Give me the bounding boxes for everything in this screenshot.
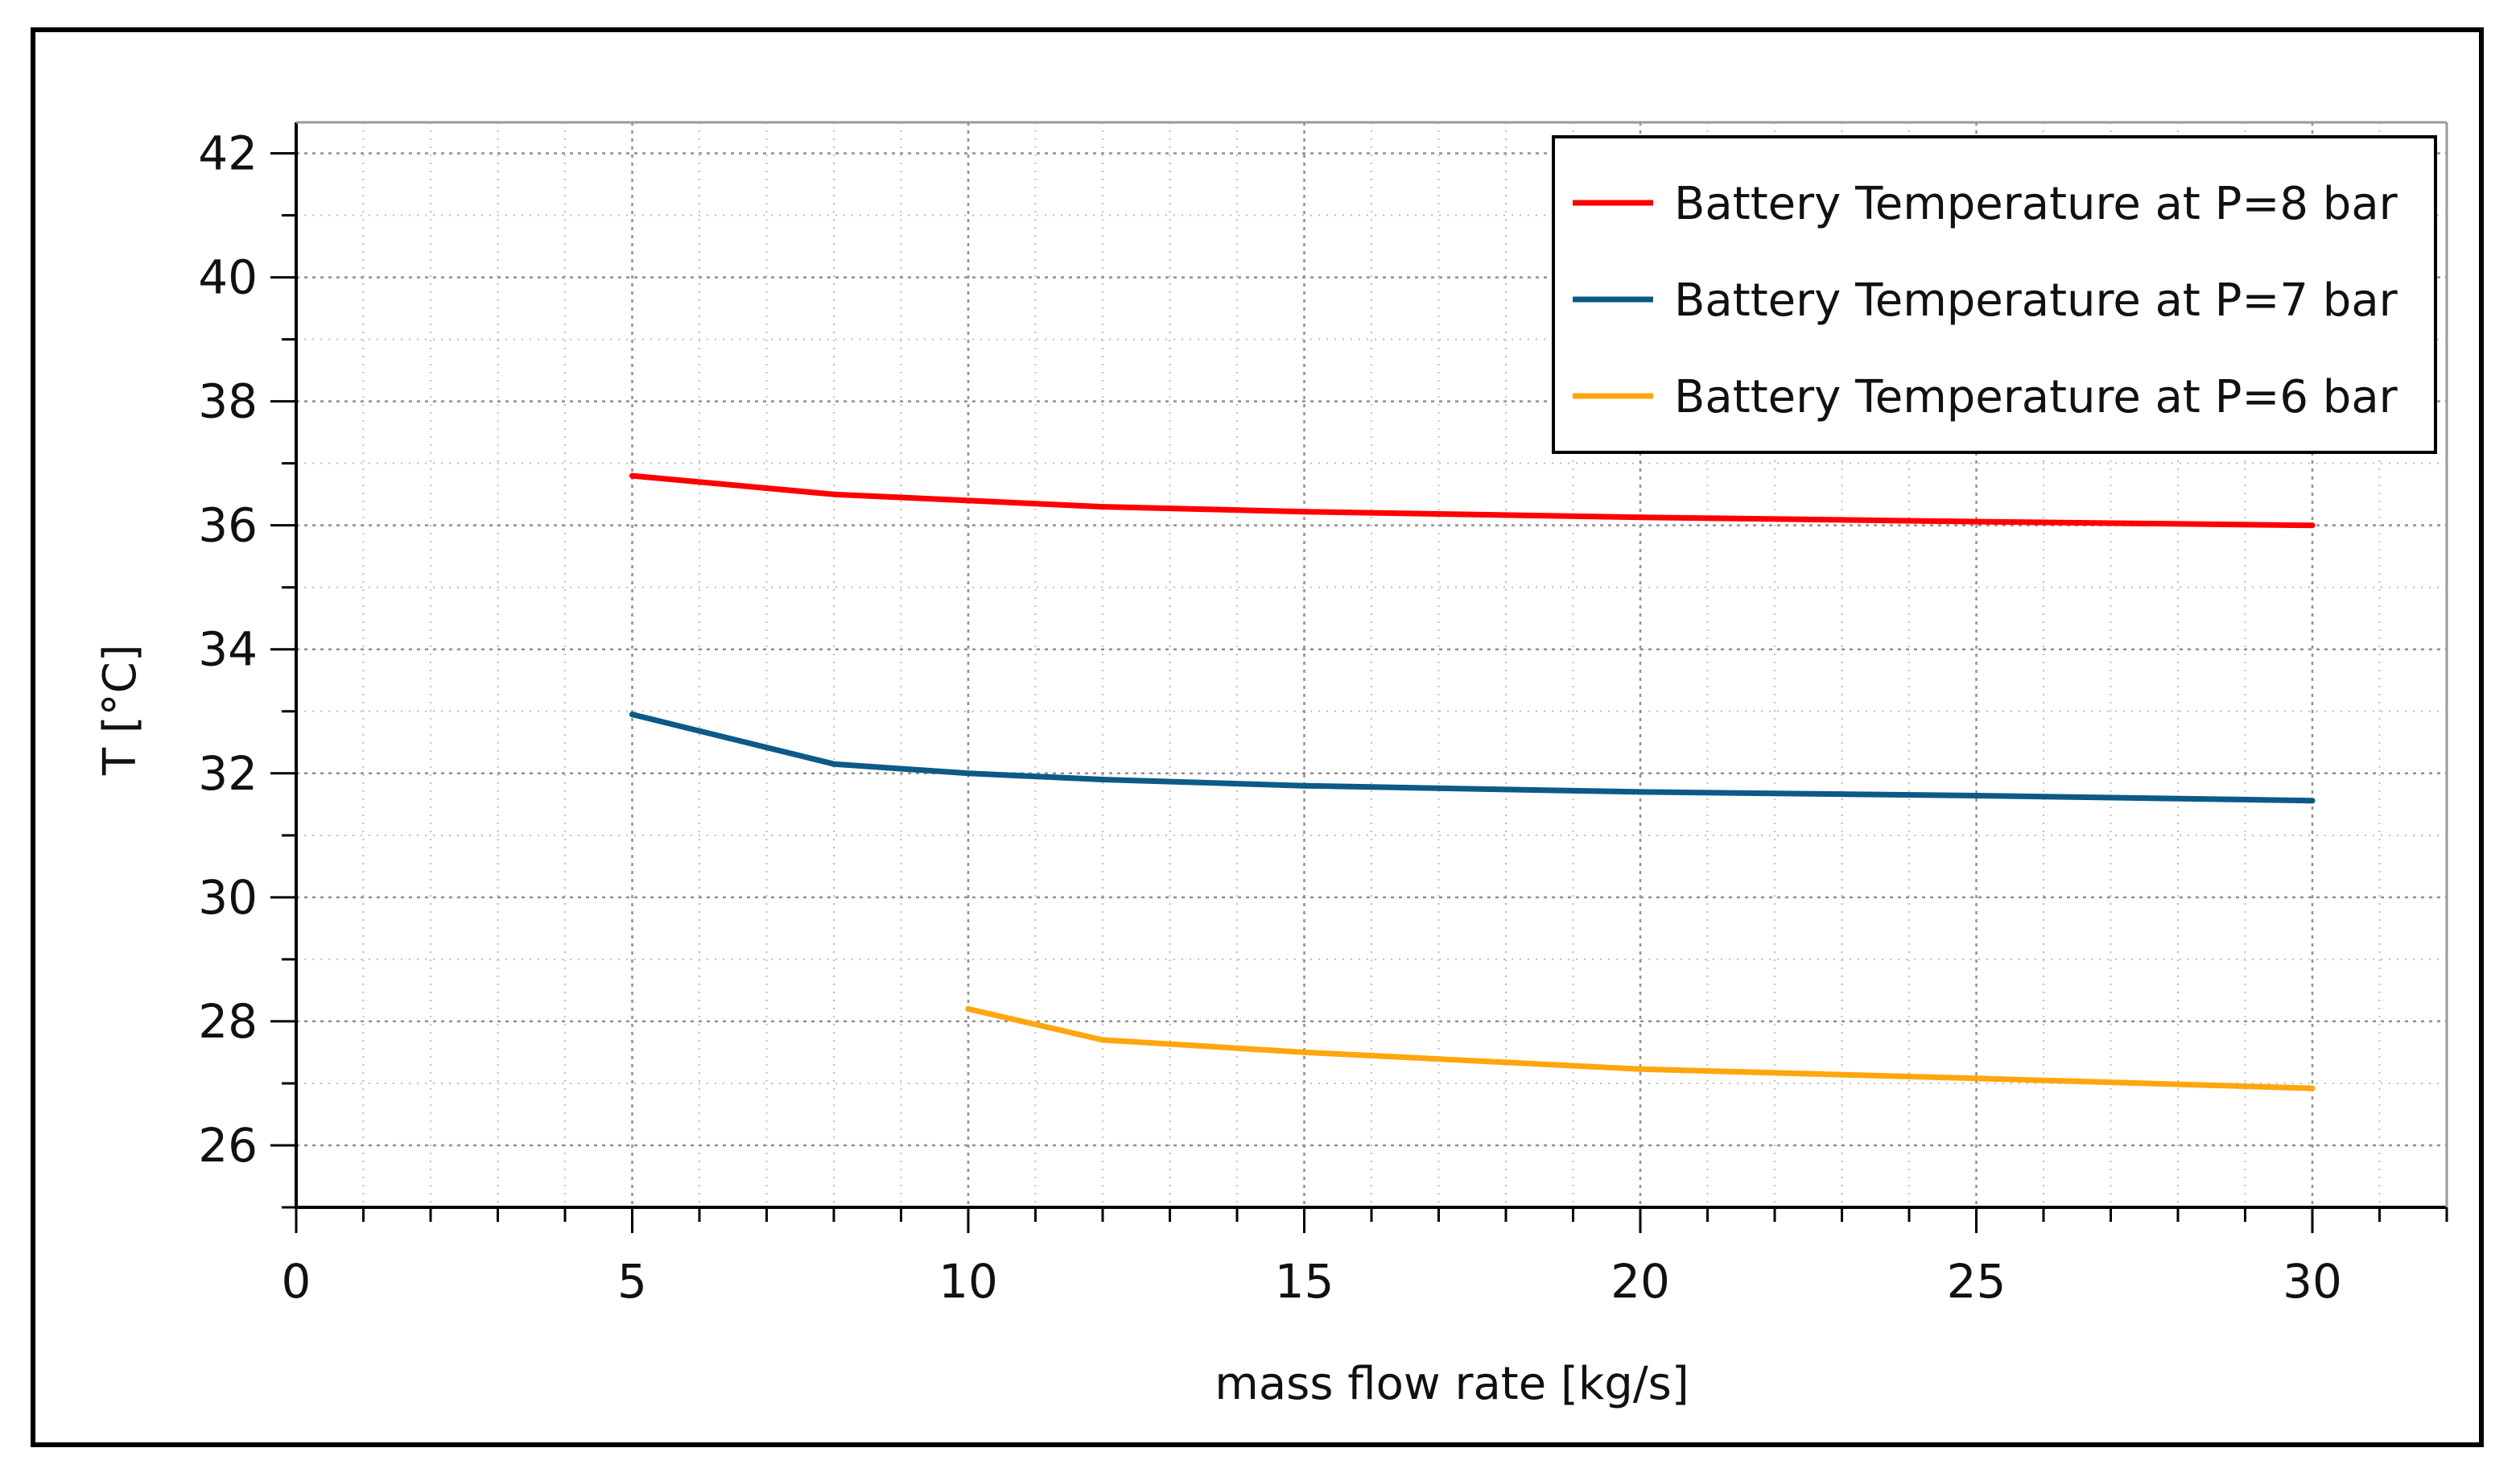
x-tick-label: 0 [282,1254,311,1309]
data-point-series-1 [1099,504,1106,510]
data-point-series-3 [1974,1075,1979,1082]
data-point-series-2 [629,712,635,718]
x-tick-label: 15 [1275,1254,1334,1309]
y-tick-label: 26 [198,1118,258,1173]
data-point-series-1 [1301,509,1307,515]
data-point-series-3 [965,1006,971,1013]
x-axis-title: mass flow rate [kg/s] [1215,1358,1689,1410]
x-tick-label: 30 [2283,1254,2342,1309]
legend-box [1552,135,2437,454]
x-tick-label: 25 [1947,1254,2007,1309]
y-tick-label: 36 [198,498,258,553]
y-tick-label: 28 [198,994,258,1049]
data-point-series-1 [1974,518,1979,525]
data-point-series-2 [1099,777,1106,783]
ticks: 0 5 10 15 20 25 30 26 28 30 32 34 36 38 40 42 [198,126,2448,1309]
y-tick-label: 32 [198,746,258,801]
data-point-series-2 [2309,798,2316,804]
data-point-series-1 [629,472,635,479]
x-tick-label: 20 [1611,1254,1670,1309]
legend: Battery Temperature at P=8 bar Battery Te… [1552,135,2437,454]
series-line-1 [629,472,2316,529]
legend-label-3: Battery Temperature at P=6 bar [1674,371,2398,423]
series-line-2 [629,712,2316,804]
grid [296,122,2447,1208]
y-tick-label: 34 [198,622,258,677]
data-point-series-2 [965,770,971,777]
data-point-series-2 [1301,782,1307,789]
y-axis-title: T [°C] [94,644,146,776]
y-tick-label: 40 [198,250,258,305]
data-point-series-1 [965,497,971,504]
legend-label-1: Battery Temperature at P=8 bar [1674,178,2398,230]
data-point-series-2 [1974,793,1979,799]
legend-label-2: Battery Temperature at P=7 bar [1674,274,2398,327]
data-point-series-2 [831,761,837,767]
data-point-series-3 [1099,1037,1106,1043]
x-tick-label: 5 [617,1254,647,1309]
y-tick-label: 30 [198,870,258,925]
x-tick-label: 10 [938,1254,998,1309]
data-point-series-1 [2309,522,2316,529]
data-point-series-1 [1637,514,1644,521]
data-point-series-3 [2309,1085,2316,1091]
series-line-3 [965,1006,2316,1091]
y-tick-label: 42 [198,126,258,181]
data-point-series-2 [1637,789,1644,795]
data-point-series-1 [831,491,837,497]
data-point-series-3 [1637,1066,1644,1072]
y-tick-label: 38 [198,374,258,429]
series-lines [629,472,2316,1091]
data-point-series-3 [1301,1049,1307,1055]
